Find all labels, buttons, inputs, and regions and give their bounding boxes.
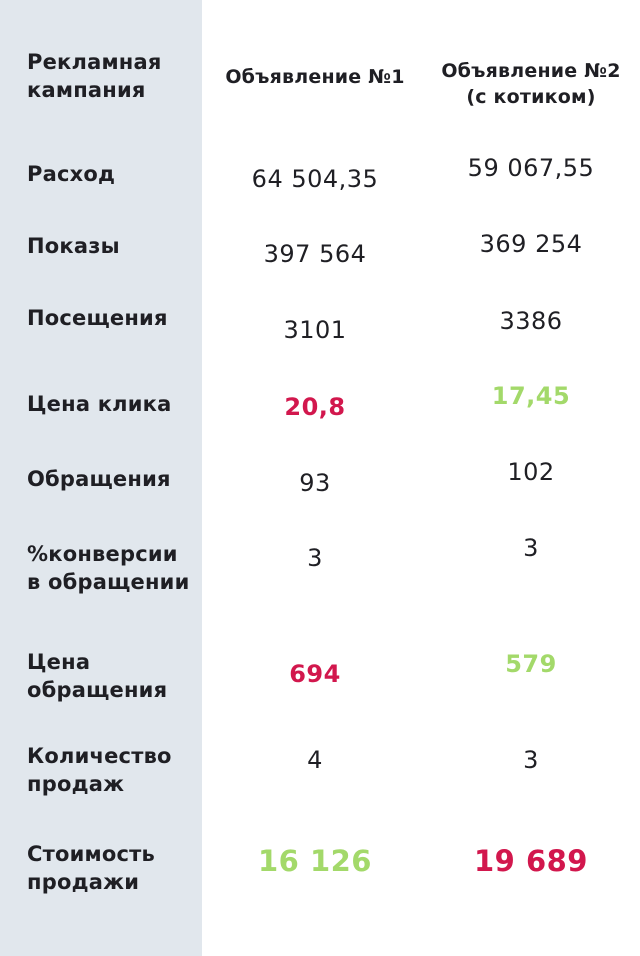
value-ad2-sales-count: 3 — [523, 746, 539, 774]
value-ad1-sales-count: 4 — [307, 746, 323, 774]
value-ad2-click-price: 17,45 — [491, 382, 571, 410]
value-ad2-impressions: 369 254 — [479, 230, 583, 258]
column-header-ad-2-title: Объявление №2 — [441, 60, 621, 82]
row-label-sales-count-line2: продаж — [27, 772, 125, 796]
row-label-sale-cost: Стоимость продажи — [27, 840, 155, 896]
value-ad1-sale-cost: 16 126 — [258, 844, 372, 878]
value-ad2-inquiries: 102 — [507, 458, 555, 486]
row-label-inquiries: Обращения — [27, 467, 171, 491]
campaign-header-text: Рекламная кампания — [27, 50, 162, 102]
row-label-conversion-line1: %конверсии — [27, 542, 178, 566]
value-ad1-inquiry-price: 694 — [289, 660, 341, 688]
value-ad1-click-price: 20,8 — [284, 393, 346, 421]
row-label-sales-count: Количество продаж — [27, 742, 172, 798]
row-label-impressions: Показы — [27, 234, 120, 258]
value-ad2-conversion: 3 — [523, 534, 539, 562]
column-header-ad-2-subtitle: (с котиком) — [466, 86, 596, 108]
value-ad2-inquiry-price: 579 — [505, 650, 557, 678]
row-label-sale-cost-line2: продажи — [27, 870, 140, 894]
row-label-inquiry-price-line2: обращения — [27, 678, 168, 702]
value-ad1-conversion: 3 — [307, 544, 323, 572]
row-label-inquiry-price: Цена обращения — [27, 648, 167, 704]
column-header-ad-2: Объявление №2 (с котиком) — [416, 58, 640, 110]
row-label-sales-count-line1: Количество — [27, 744, 172, 768]
row-label-click-price: Цена клика — [27, 392, 172, 416]
value-ad1-expense: 64 504,35 — [251, 165, 379, 193]
row-label-expense: Расход — [27, 162, 116, 186]
value-ad2-expense: 59 067,55 — [467, 154, 595, 182]
value-ad1-inquiries: 93 — [299, 469, 331, 497]
value-ad2-sale-cost: 19 689 — [474, 844, 588, 878]
column-header-ad-1: Объявление №1 — [225, 66, 405, 88]
row-label-inquiry-price-line1: Цена — [27, 650, 91, 674]
row-label-conversion-line2: в обращении — [27, 570, 190, 594]
row-label-conversion: %конверсии в обращении — [27, 540, 190, 596]
row-label-visits: Посещения — [27, 306, 168, 330]
value-ad1-visits: 3101 — [283, 316, 347, 344]
label-column-background — [0, 0, 202, 956]
value-ad1-impressions: 397 564 — [263, 240, 367, 268]
campaign-header-label: Рекламная кампания — [27, 48, 187, 104]
row-label-sale-cost-line1: Стоимость — [27, 842, 156, 866]
value-ad2-visits: 3386 — [499, 307, 563, 335]
